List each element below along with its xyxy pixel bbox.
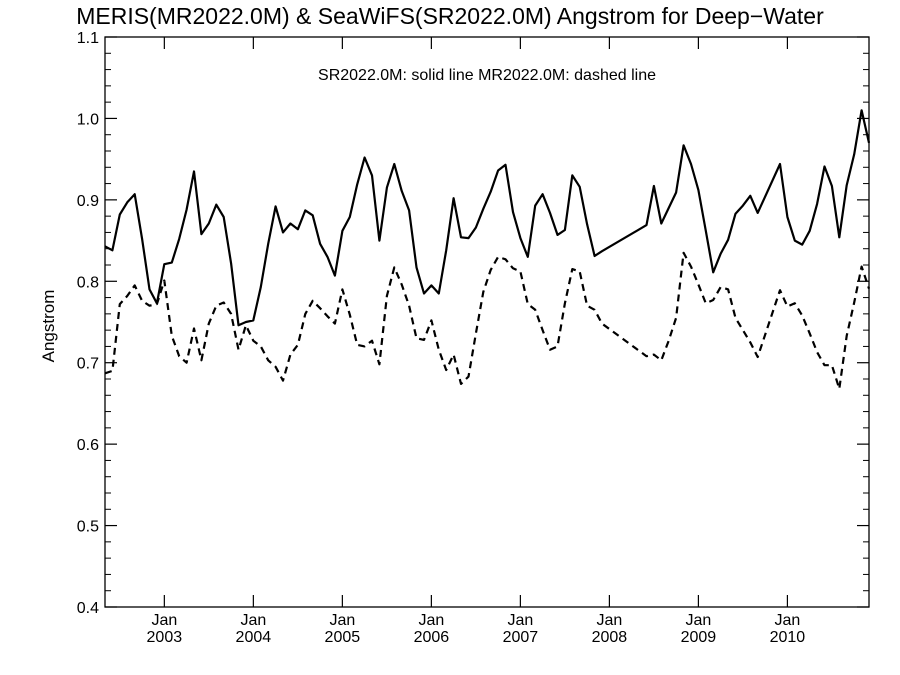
x-tick-label-month: Jan xyxy=(685,612,711,629)
series-line-dashed xyxy=(104,251,871,390)
x-tick-label-year: 2005 xyxy=(325,629,361,646)
y-tick-label: 0.5 xyxy=(77,519,99,536)
data-series xyxy=(104,109,871,390)
x-tick-label-month: Jan xyxy=(240,612,266,629)
x-tick-label-year: 2008 xyxy=(592,629,628,646)
y-tick-label: 0.8 xyxy=(77,274,99,291)
y-tick-label: 0.4 xyxy=(77,600,99,617)
y-tick-label: 0.6 xyxy=(77,437,99,454)
x-tick-label-month: Jan xyxy=(418,612,444,629)
y-axis-ticks: 0.4 0.5 0.6 0.7 0.8 0.9 1.0 1.1 xyxy=(77,30,869,617)
y-tick-label: 1.1 xyxy=(77,30,99,47)
x-tick-label-year: 2006 xyxy=(414,629,450,646)
x-tick-label-year: 2010 xyxy=(770,629,806,646)
x-tick-label-year: 2003 xyxy=(147,629,183,646)
series-line-solid xyxy=(104,109,871,327)
x-tick-label-month: Jan xyxy=(329,612,355,629)
y-tick-label: 0.9 xyxy=(77,193,99,210)
plot-area-border xyxy=(104,36,870,608)
plot-frame xyxy=(104,36,870,608)
x-tick-label-month: Jan xyxy=(596,612,622,629)
y-tick-label: 1.0 xyxy=(77,111,99,128)
x-tick-label-month: Jan xyxy=(507,612,533,629)
x-tick-label-year: 2009 xyxy=(681,629,717,646)
x-tick-label-month: Jan xyxy=(775,612,801,629)
x-axis-ticks: Jan2003Jan2004Jan2005Jan2006Jan2007Jan20… xyxy=(147,37,806,646)
series-legend-annotation: SR2022.0M: solid line MR2022.0M: dashed … xyxy=(318,67,656,84)
x-tick-label-year: 2004 xyxy=(236,629,272,646)
y-axis-label: Angstrom xyxy=(39,290,58,363)
chart-title: MERIS(MR2022.0M) & SeaWiFS(SR2022.0M) An… xyxy=(76,3,824,29)
x-tick-label-month: Jan xyxy=(151,612,177,629)
x-tick-label-year: 2007 xyxy=(503,629,539,646)
y-tick-label: 0.7 xyxy=(77,356,99,373)
